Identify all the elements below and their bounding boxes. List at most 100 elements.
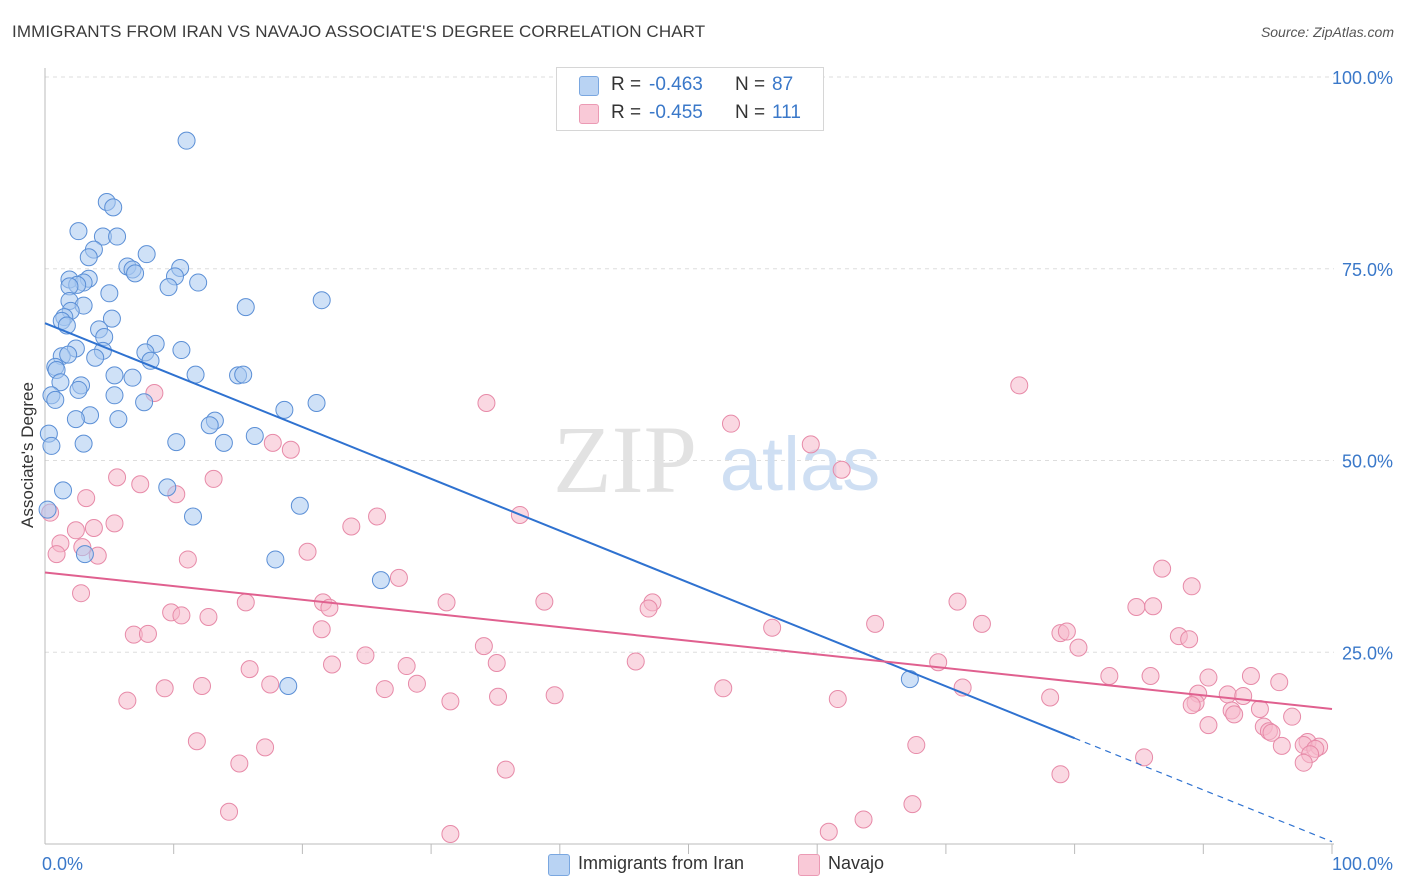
navajo-point bbox=[356, 646, 375, 665]
source-label: Source: ZipAtlas.com bbox=[1260, 24, 1394, 40]
navajo-trend-line bbox=[44, 571, 1333, 711]
y-tick-label: 100.0% bbox=[1332, 68, 1393, 88]
iran-point bbox=[59, 345, 78, 364]
iran-point bbox=[42, 436, 61, 455]
iran-point bbox=[200, 416, 219, 435]
navajo-point bbox=[375, 680, 394, 699]
iran-point bbox=[75, 545, 94, 564]
y-tick-label: 25.0% bbox=[1342, 643, 1393, 663]
navajo-point bbox=[1241, 667, 1260, 686]
iran-point bbox=[275, 400, 294, 419]
navajo-point bbox=[1051, 765, 1070, 784]
navajo-point bbox=[474, 637, 493, 656]
navajo-point bbox=[397, 657, 416, 676]
navajo-point bbox=[312, 620, 331, 639]
navajo-point bbox=[178, 550, 197, 569]
navajo-point bbox=[368, 507, 387, 526]
iran-point bbox=[236, 298, 255, 317]
navajo-point bbox=[199, 607, 218, 626]
navajo-point bbox=[261, 675, 280, 694]
navajo-point bbox=[230, 754, 249, 773]
iran-point bbox=[74, 434, 93, 453]
navajo-point bbox=[866, 614, 885, 633]
navajo-point bbox=[1180, 630, 1199, 649]
navajo-point bbox=[626, 652, 645, 671]
navajo-point bbox=[155, 679, 174, 698]
legend-r-label: R = bbox=[611, 102, 642, 123]
navajo-point bbox=[105, 514, 124, 533]
navajo-point bbox=[1283, 707, 1302, 726]
series-swatch-navajo bbox=[798, 854, 820, 876]
navajo-point bbox=[801, 435, 820, 454]
legend-swatch-navajo bbox=[579, 104, 599, 124]
navajo-point bbox=[828, 690, 847, 709]
iran-point bbox=[167, 433, 186, 452]
iran-point bbox=[177, 131, 196, 150]
navajo-point bbox=[204, 469, 223, 488]
tick-labels: 25.0% 50.0% 75.0% 100.0% 0.0% 100.0% bbox=[42, 68, 1393, 874]
iran-point bbox=[105, 366, 124, 385]
navajo-point bbox=[240, 660, 259, 679]
navajo-point bbox=[342, 517, 361, 536]
navajo-point bbox=[819, 822, 838, 841]
navajo-point bbox=[1153, 559, 1172, 578]
chart-title: IMMIGRANTS FROM IRAN VS NAVAJO ASSOCIATE… bbox=[12, 22, 706, 41]
navajo-point bbox=[1294, 753, 1313, 772]
navajo-point bbox=[84, 518, 103, 537]
iran-trend-line bbox=[44, 322, 1075, 740]
navajo-point bbox=[1234, 686, 1253, 705]
navajo-point bbox=[1127, 597, 1146, 616]
navajo-point bbox=[187, 732, 206, 751]
navajo-point bbox=[1135, 748, 1154, 767]
iran-point bbox=[172, 341, 191, 360]
navajo-point bbox=[1218, 685, 1237, 704]
navajo-point bbox=[1144, 597, 1163, 616]
series-label-navajo: Navajo bbox=[828, 853, 885, 873]
navajo-point bbox=[72, 584, 91, 603]
navajo-point bbox=[721, 414, 740, 433]
legend-n-label: N = bbox=[735, 102, 766, 123]
navajo-point bbox=[441, 692, 460, 711]
iran-point bbox=[158, 478, 177, 497]
iran-point bbox=[189, 273, 208, 292]
iran-point bbox=[109, 410, 128, 429]
legend-n-value-iran: 87 bbox=[772, 74, 794, 95]
iran-point bbox=[79, 248, 98, 267]
navajo-point bbox=[220, 802, 239, 821]
navajo-point bbox=[47, 545, 66, 564]
navajo-point bbox=[256, 738, 275, 757]
navajo-point bbox=[193, 676, 212, 695]
navajo-point bbox=[639, 599, 658, 618]
navajo-point bbox=[389, 568, 408, 587]
iran-point bbox=[159, 278, 178, 297]
y-tick-label: 50.0% bbox=[1342, 452, 1393, 472]
iran-point bbox=[126, 264, 145, 283]
navajo-point bbox=[1182, 577, 1201, 596]
iran-point bbox=[69, 380, 88, 399]
navajo-point bbox=[298, 542, 317, 561]
x-tick-label: 100.0% bbox=[1332, 854, 1393, 874]
iran-point bbox=[371, 571, 390, 590]
navajo-point bbox=[535, 592, 554, 611]
iran-point bbox=[123, 368, 142, 387]
y-tick-label: 75.0% bbox=[1342, 260, 1393, 280]
iran-point bbox=[307, 393, 326, 412]
navajo-point bbox=[1182, 696, 1201, 715]
iran-point bbox=[184, 507, 203, 526]
navajo-point bbox=[1041, 688, 1060, 707]
legend-swatch-iran bbox=[579, 76, 599, 96]
navajo-point bbox=[907, 736, 926, 755]
legend-n-value-navajo: 111 bbox=[772, 102, 801, 123]
iran-point bbox=[46, 390, 65, 409]
x-tick-label: 0.0% bbox=[42, 854, 83, 874]
navajo-point bbox=[1199, 668, 1218, 687]
legend-n-label: N = bbox=[735, 74, 766, 95]
iran-point bbox=[86, 348, 105, 367]
legend-r-value-iran: -0.463 bbox=[649, 74, 703, 95]
navajo-point bbox=[545, 686, 564, 705]
navajo-point bbox=[1262, 723, 1281, 742]
navajo-point bbox=[903, 795, 922, 814]
navajo-point bbox=[172, 606, 191, 625]
navajo-point bbox=[138, 624, 157, 643]
